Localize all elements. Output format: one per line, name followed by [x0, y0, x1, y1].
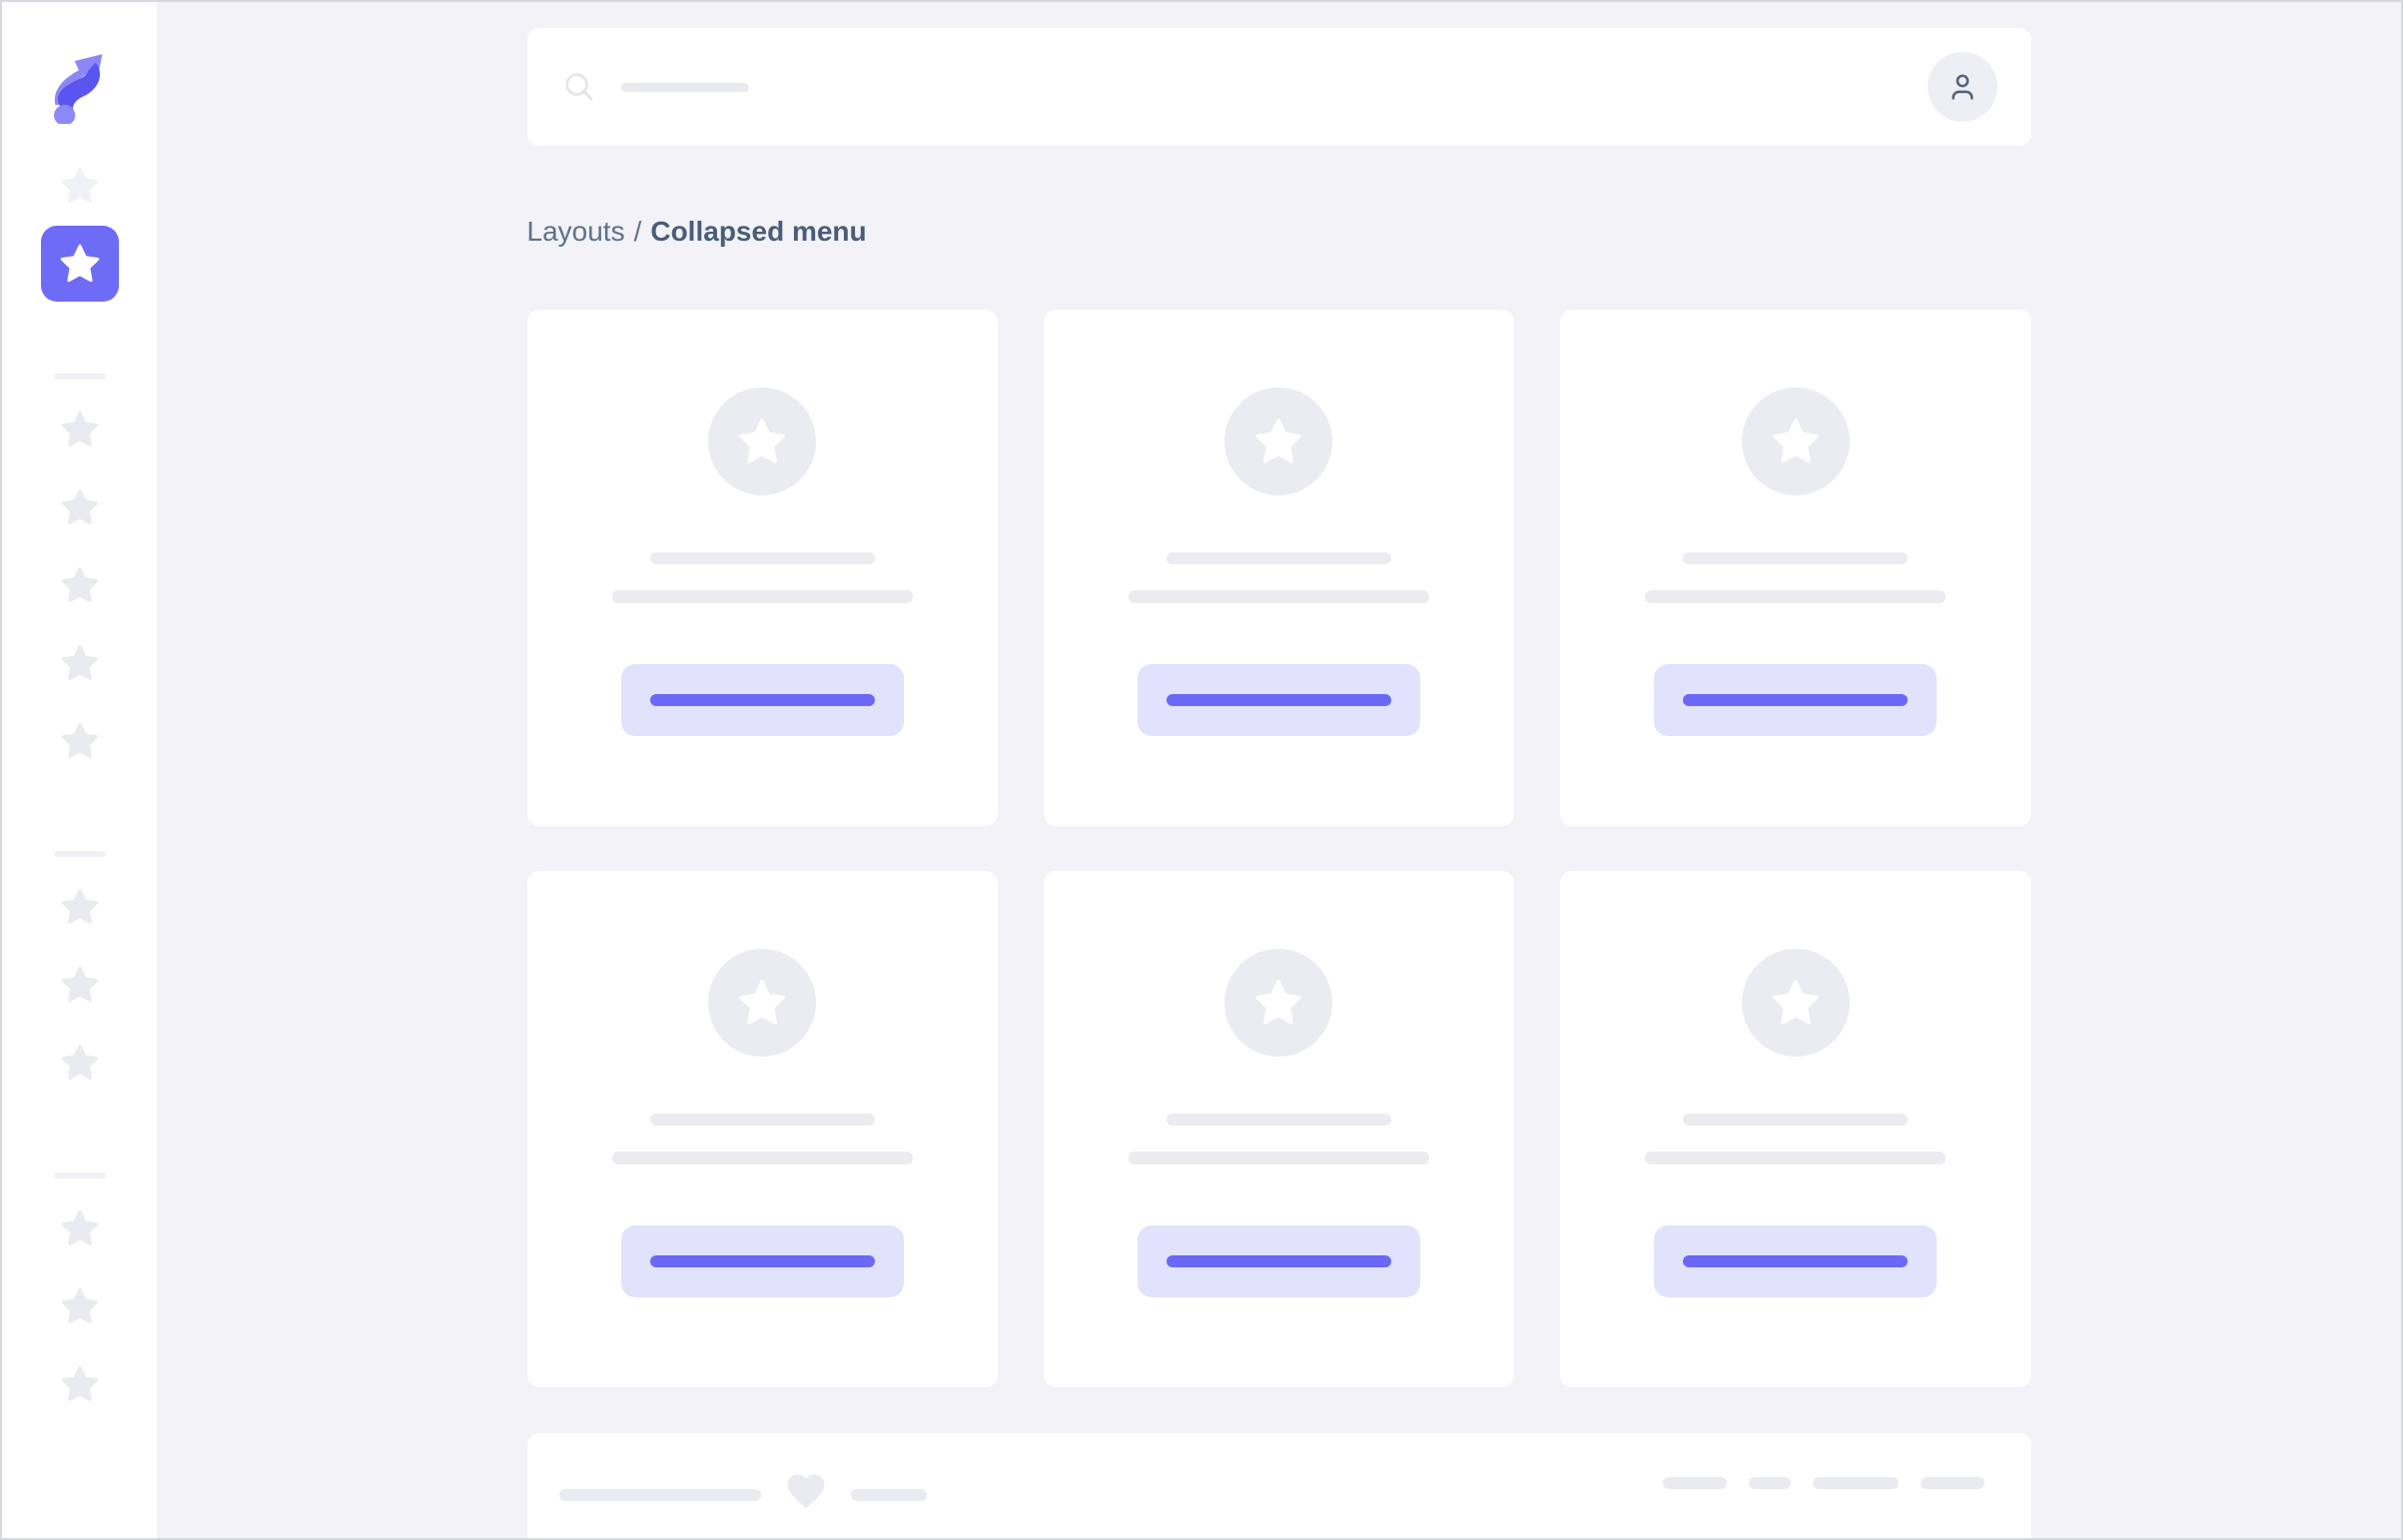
- card-subtitle-placeholder: [1128, 590, 1429, 603]
- star-icon: [61, 168, 98, 203]
- star-icon: [61, 1045, 98, 1080]
- search-icon: [564, 73, 592, 101]
- star-icon: [1255, 418, 1302, 463]
- sidebar-item-active[interactable]: [40, 226, 119, 302]
- card-action-button[interactable]: [1654, 1225, 1938, 1297]
- breadcrumb-parent[interactable]: Layouts: [526, 216, 625, 247]
- footer-pagination-placeholder: [1812, 1477, 1899, 1489]
- card-subtitle-placeholder: [611, 590, 913, 603]
- footer-text-placeholder: [850, 1489, 927, 1501]
- placeholder-card: [1560, 310, 2031, 826]
- footer-pagination-placeholder: [1748, 1477, 1791, 1489]
- person-icon: [1951, 74, 1974, 100]
- nav-group-divider: [53, 851, 106, 857]
- content-column: Layouts / Collapsed menu: [526, 2, 2031, 1538]
- star-icon: [61, 489, 98, 524]
- card-action-button[interactable]: [620, 1225, 904, 1297]
- star-icon: [1255, 980, 1302, 1025]
- app-logo-icon[interactable]: [41, 46, 119, 124]
- button-label-placeholder: [1166, 694, 1391, 706]
- star-icon: [61, 645, 98, 680]
- footer-pagination-placeholder: [1662, 1477, 1727, 1489]
- card-subtitle-placeholder: [1645, 1152, 1947, 1164]
- sidebar-item-star[interactable]: [58, 565, 102, 605]
- footer-pagination-placeholder: [1920, 1477, 1985, 1489]
- card-subtitle-placeholder: [611, 1152, 913, 1164]
- card-action-button[interactable]: [1137, 1225, 1420, 1297]
- sidebar-item-star[interactable]: [58, 1286, 102, 1326]
- search-placeholder-bar: [620, 82, 749, 92]
- card-subtitle-placeholder: [1128, 1152, 1429, 1164]
- sidebar-item-star[interactable]: [58, 1043, 102, 1083]
- sidebar-item-star[interactable]: [58, 965, 102, 1005]
- sidebar-item-star[interactable]: [58, 1364, 102, 1404]
- card-title-placeholder: [1683, 552, 1909, 564]
- search-input[interactable]: [561, 28, 1928, 146]
- sidebar-nav-groups: [2, 302, 157, 1404]
- button-label-placeholder: [1683, 1255, 1909, 1267]
- card-image-placeholder: [708, 387, 817, 495]
- sidebar-item-star[interactable]: [58, 487, 102, 527]
- card-image-placeholder: [1224, 387, 1333, 495]
- star-icon: [61, 1210, 98, 1245]
- placeholder-card: [1043, 871, 1515, 1387]
- search-bar: [526, 28, 2031, 146]
- sidebar-item-star[interactable]: [58, 1208, 102, 1248]
- card-grid: [526, 310, 2031, 1387]
- card-title-placeholder: [649, 1114, 875, 1126]
- star-icon: [60, 244, 99, 283]
- star-icon: [61, 1288, 98, 1323]
- heart-icon: [787, 1474, 824, 1509]
- card-title-placeholder: [1166, 552, 1391, 564]
- main-area: Layouts / Collapsed menu: [157, 2, 2401, 1538]
- card-action-button[interactable]: [1137, 664, 1420, 736]
- footer-left-group: [558, 1474, 927, 1513]
- card-title-placeholder: [1683, 1114, 1909, 1126]
- sidebar-item-star[interactable]: [58, 887, 102, 927]
- nav-group-divider: [53, 374, 106, 380]
- sidebar-item-star[interactable]: [58, 643, 102, 683]
- star-icon: [739, 418, 786, 463]
- card-action-button[interactable]: [1654, 664, 1938, 736]
- sidebar-item-star[interactable]: [58, 721, 102, 761]
- star-icon: [61, 889, 98, 924]
- placeholder-card: [1560, 871, 2031, 1387]
- card-title-placeholder: [649, 552, 875, 564]
- card-image-placeholder: [1741, 949, 1850, 1057]
- card-image-placeholder: [1224, 949, 1333, 1057]
- button-label-placeholder: [1683, 694, 1909, 706]
- card-subtitle-placeholder: [1645, 590, 1947, 603]
- card-action-button[interactable]: [620, 664, 904, 736]
- placeholder-card: [526, 871, 998, 1387]
- star-icon: [61, 723, 98, 758]
- breadcrumb-current: Collapsed menu: [650, 216, 867, 247]
- breadcrumb: Layouts / Collapsed menu: [527, 216, 2031, 248]
- breadcrumb-separator: /: [633, 216, 642, 247]
- star-icon: [1772, 980, 1819, 1025]
- account-button[interactable]: [1927, 52, 1998, 122]
- footer-text-placeholder: [558, 1489, 761, 1501]
- placeholder-card: [1043, 310, 1515, 826]
- card-title-placeholder: [1166, 1114, 1391, 1126]
- card-image-placeholder: [1741, 387, 1850, 495]
- star-icon: [739, 980, 786, 1025]
- sidebar-item-star[interactable]: [58, 409, 102, 449]
- star-icon: [61, 967, 98, 1002]
- collapsed-sidebar: [2, 2, 157, 1538]
- star-icon: [61, 1366, 98, 1401]
- card-image-placeholder: [708, 949, 817, 1057]
- button-label-placeholder: [649, 694, 875, 706]
- button-label-placeholder: [649, 1255, 875, 1267]
- nav-group-divider: [53, 1172, 106, 1178]
- star-icon: [61, 411, 98, 446]
- footer-pagination-group: [1662, 1477, 1985, 1489]
- star-icon: [61, 567, 98, 602]
- sidebar-item-star[interactable]: [58, 166, 102, 206]
- placeholder-card: [526, 310, 998, 826]
- footer-bar: [526, 1433, 2031, 1538]
- star-icon: [1772, 418, 1819, 463]
- button-label-placeholder: [1166, 1255, 1391, 1267]
